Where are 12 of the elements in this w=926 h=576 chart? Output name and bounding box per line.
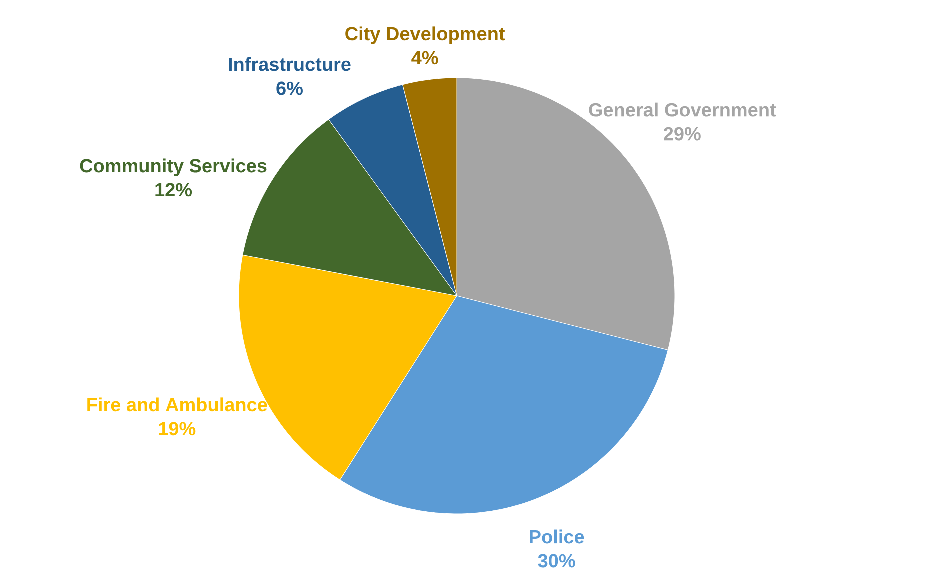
- data-label: 6%: [276, 82, 303, 96]
- slice-label: General Government: [589, 102, 776, 117]
- data-label: 30%: [538, 554, 576, 568]
- data-label: 29%: [664, 127, 701, 141]
- slice-label: Police: [530, 530, 584, 544]
- slice-label: Community Services: [80, 158, 267, 176]
- data-label: 12%: [156, 183, 192, 197]
- slice-label: Fire and Ambulance: [88, 398, 268, 412]
- data-label: 4%: [412, 51, 438, 65]
- slice-label: Infrastructure: [229, 57, 351, 72]
- slice-label: City Development: [346, 26, 506, 44]
- data-label: 19%: [159, 422, 196, 436]
